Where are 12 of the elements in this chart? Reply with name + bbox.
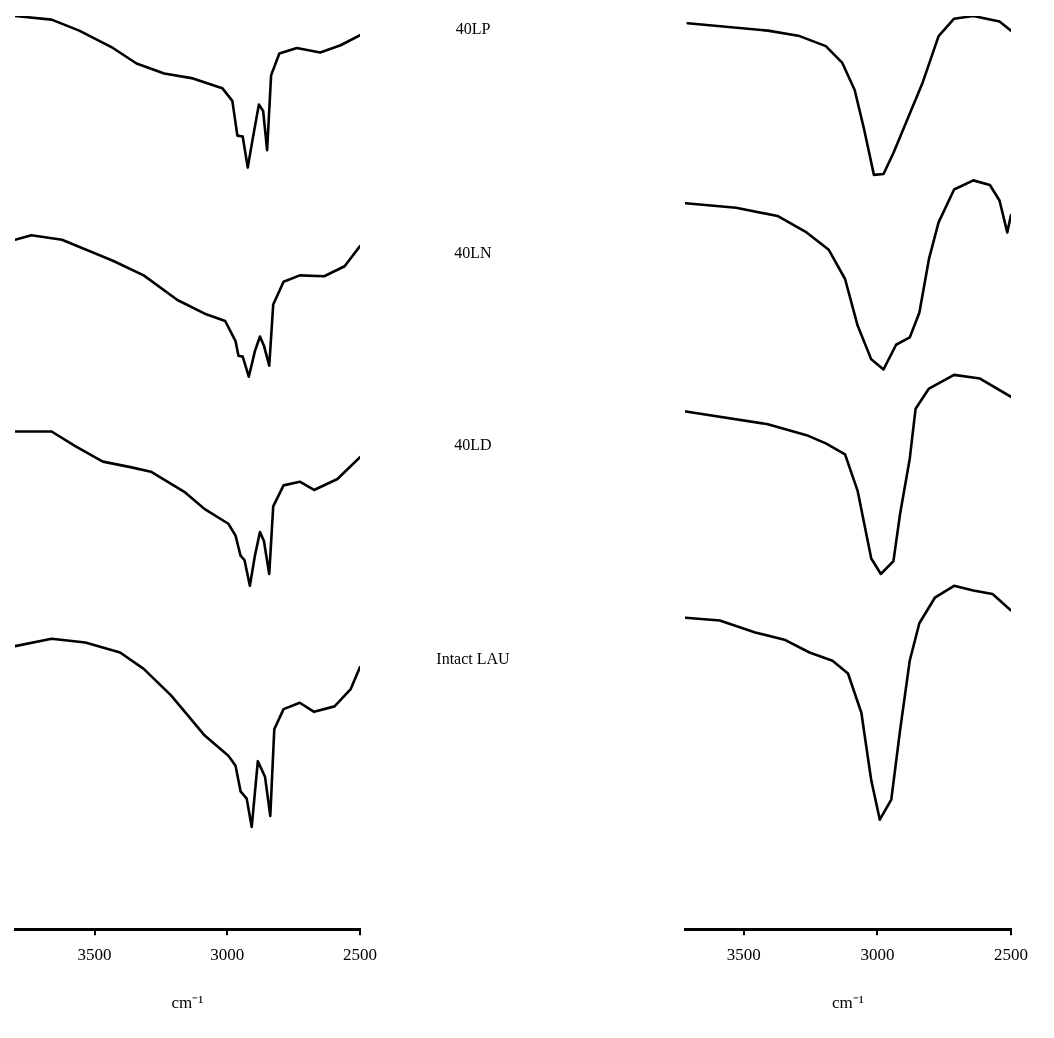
x-tick-label: 3500 bbox=[77, 944, 112, 964]
x-axis-title: cm⁻¹ bbox=[171, 993, 204, 1013]
text: 40LD bbox=[454, 435, 492, 453]
text: Intact LAU bbox=[436, 650, 511, 668]
text: 40LN bbox=[454, 243, 493, 261]
x-tick-label: 3000 bbox=[210, 944, 245, 964]
x-tick-label: 2500 bbox=[994, 944, 1028, 964]
x-tick-label: 2500 bbox=[343, 944, 377, 964]
x-axis-title: cm⁻¹ bbox=[832, 993, 864, 1013]
x-tick-label: 3500 bbox=[726, 944, 761, 964]
text: 40LP bbox=[455, 20, 491, 38]
x-tick-label: 3000 bbox=[860, 944, 895, 964]
